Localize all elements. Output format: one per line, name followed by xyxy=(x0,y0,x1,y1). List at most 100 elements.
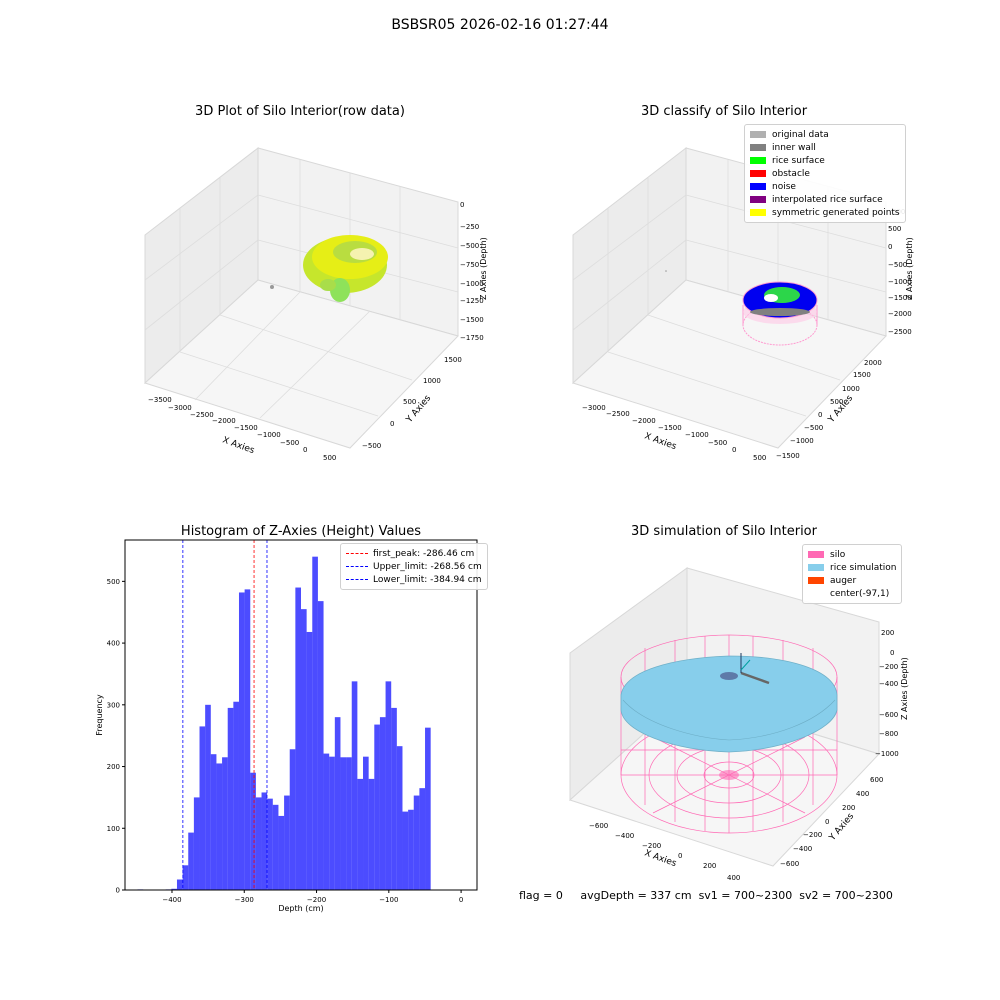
p1-ztick: −250 xyxy=(460,223,479,231)
p1-ytick: 1500 xyxy=(444,356,462,364)
p2-xtick: −3000 xyxy=(582,404,606,412)
histogram-xticks: −400 −300 −200 −100 0 xyxy=(162,890,463,904)
histogram-bar xyxy=(222,757,228,890)
p1-xtick: −3500 xyxy=(148,396,172,404)
panel1-xlabel: X Axies xyxy=(221,435,256,456)
p1-xtick: −2000 xyxy=(212,417,236,425)
legend-item: rice surface xyxy=(750,154,900,167)
histogram-bar xyxy=(368,778,375,890)
y-tick-label: 100 xyxy=(107,825,120,833)
histogram-bar xyxy=(176,879,183,890)
legend-item: symmetric generated points xyxy=(750,206,900,219)
y-tick-label: 400 xyxy=(107,640,120,648)
p4-ytick: −200 xyxy=(803,831,822,839)
p2-ytick: 1000 xyxy=(842,385,860,393)
panel4-rice-simulation xyxy=(620,655,838,753)
histogram-bar xyxy=(171,888,177,890)
legend-label: noise xyxy=(772,181,796,192)
p2-ztick: −2000 xyxy=(888,310,912,318)
histogram-bar xyxy=(357,778,364,890)
histogram-legend: first_peak: -286.46 cm Upper_limit: -268… xyxy=(340,543,488,590)
legend-swatch xyxy=(808,551,824,558)
x-tick-label: −400 xyxy=(162,896,181,904)
legend-item: interpolated rice surface xyxy=(750,193,900,206)
p4-ztick: −200 xyxy=(879,663,898,671)
p2-ztick: −1000 xyxy=(888,278,912,286)
p1-xtick: −1000 xyxy=(257,431,281,439)
p4-ztick: −400 xyxy=(879,680,898,688)
legend-label: Upper_limit: -268.56 cm xyxy=(373,561,482,572)
histogram-bar xyxy=(419,788,426,890)
histogram-title: Histogram of Z-Axies (Height) Values xyxy=(180,524,422,539)
p1-ztick: −1250 xyxy=(460,297,484,305)
p4-ztick: −600 xyxy=(879,711,898,719)
legend-swatch xyxy=(750,183,766,190)
histogram-bar xyxy=(379,717,386,890)
histogram-bar xyxy=(233,701,239,890)
histogram-bar xyxy=(216,763,223,890)
histogram-bar xyxy=(402,811,409,890)
sv2-text: sv2 = 700~2300 xyxy=(799,889,893,902)
histogram-ylabel: Frequency xyxy=(95,694,104,736)
histogram-bars xyxy=(137,556,431,890)
x-tick-label: −200 xyxy=(307,896,326,904)
legend-item: center(-97,1) xyxy=(808,587,896,600)
legend-swatch xyxy=(808,577,824,584)
histogram-bar xyxy=(363,756,369,890)
histogram-bar xyxy=(413,795,420,890)
histogram-axes-frame xyxy=(124,539,478,891)
p1-xtick: 500 xyxy=(323,454,336,462)
p2-ytick: −1000 xyxy=(790,437,814,445)
legend-swatch xyxy=(750,196,766,203)
p4-ytick: 600 xyxy=(870,776,883,784)
p1-xtick: 0 xyxy=(303,446,307,454)
p1-ytick: 500 xyxy=(403,398,416,406)
x-tick-label: −100 xyxy=(379,896,398,904)
p2-ztick: −1500 xyxy=(888,294,912,302)
p1-ztick: −1500 xyxy=(460,316,484,324)
p4-ytick: 400 xyxy=(856,790,869,798)
legend-swatch xyxy=(750,209,766,216)
panel2-xlabel: X Axies xyxy=(643,431,678,452)
p1-ytick: −500 xyxy=(362,442,381,450)
legend-item: inner wall xyxy=(750,141,900,154)
panel2-legend: original data inner wall rice surface ob… xyxy=(744,124,906,223)
histogram-bar xyxy=(351,681,358,890)
histogram-bar xyxy=(391,707,397,890)
p4-ytick: −400 xyxy=(793,845,812,853)
panel4-zlabel: Z Axies (Depth) xyxy=(900,657,909,720)
legend-item: auger xyxy=(808,574,896,587)
panel1-ticks: −3500 −3000 −2500 −2000 −1500 −1000 −500… xyxy=(148,201,484,462)
histogram-bar xyxy=(396,746,403,890)
p1-ztick: −1000 xyxy=(460,280,484,288)
legend-label: first_peak: -286.46 cm xyxy=(373,548,475,559)
panel4-silo-floor-center xyxy=(719,770,739,780)
panel4-3d-plot: −600 −400 −200 0 200 400 −600 −400 −200 … xyxy=(569,567,909,880)
histogram-bar xyxy=(301,609,307,890)
p1-ztick: −1750 xyxy=(460,334,484,342)
panel1-point-cloud xyxy=(270,235,388,302)
histogram-bar xyxy=(340,757,347,890)
histogram-bar xyxy=(295,587,301,890)
legend-item: first_peak: -286.46 cm xyxy=(346,547,482,560)
p2-ztick: 0 xyxy=(888,243,892,251)
legend-swatch xyxy=(750,157,766,164)
histogram-bar xyxy=(289,749,296,890)
figure-title: BSBSR05 2026-02-16 01:27:44 xyxy=(391,17,609,33)
p4-xtick: 400 xyxy=(727,874,740,880)
legend-line xyxy=(346,579,368,580)
panel4-auger xyxy=(740,653,770,685)
p1-ztick: −750 xyxy=(460,261,479,269)
panel2-point-cloud xyxy=(665,270,818,346)
p2-xtick: −1500 xyxy=(658,424,682,432)
histogram-bar xyxy=(261,792,268,890)
histogram-chart: −400 −300 −200 −100 0 0 100 200 300 400 500 Depth… xyxy=(95,539,478,913)
histogram-bar xyxy=(334,717,341,890)
x-tick-label: 0 xyxy=(459,896,463,904)
legend-swatch xyxy=(750,131,766,138)
p4-ztick: 200 xyxy=(881,629,894,637)
panel1-3d-plot: −3500 −3000 −2500 −2000 −1500 −1000 −500… xyxy=(144,146,488,462)
legend-label: silo xyxy=(830,549,846,560)
legend-label: obstacle xyxy=(772,168,810,179)
histogram-bar xyxy=(267,798,273,890)
